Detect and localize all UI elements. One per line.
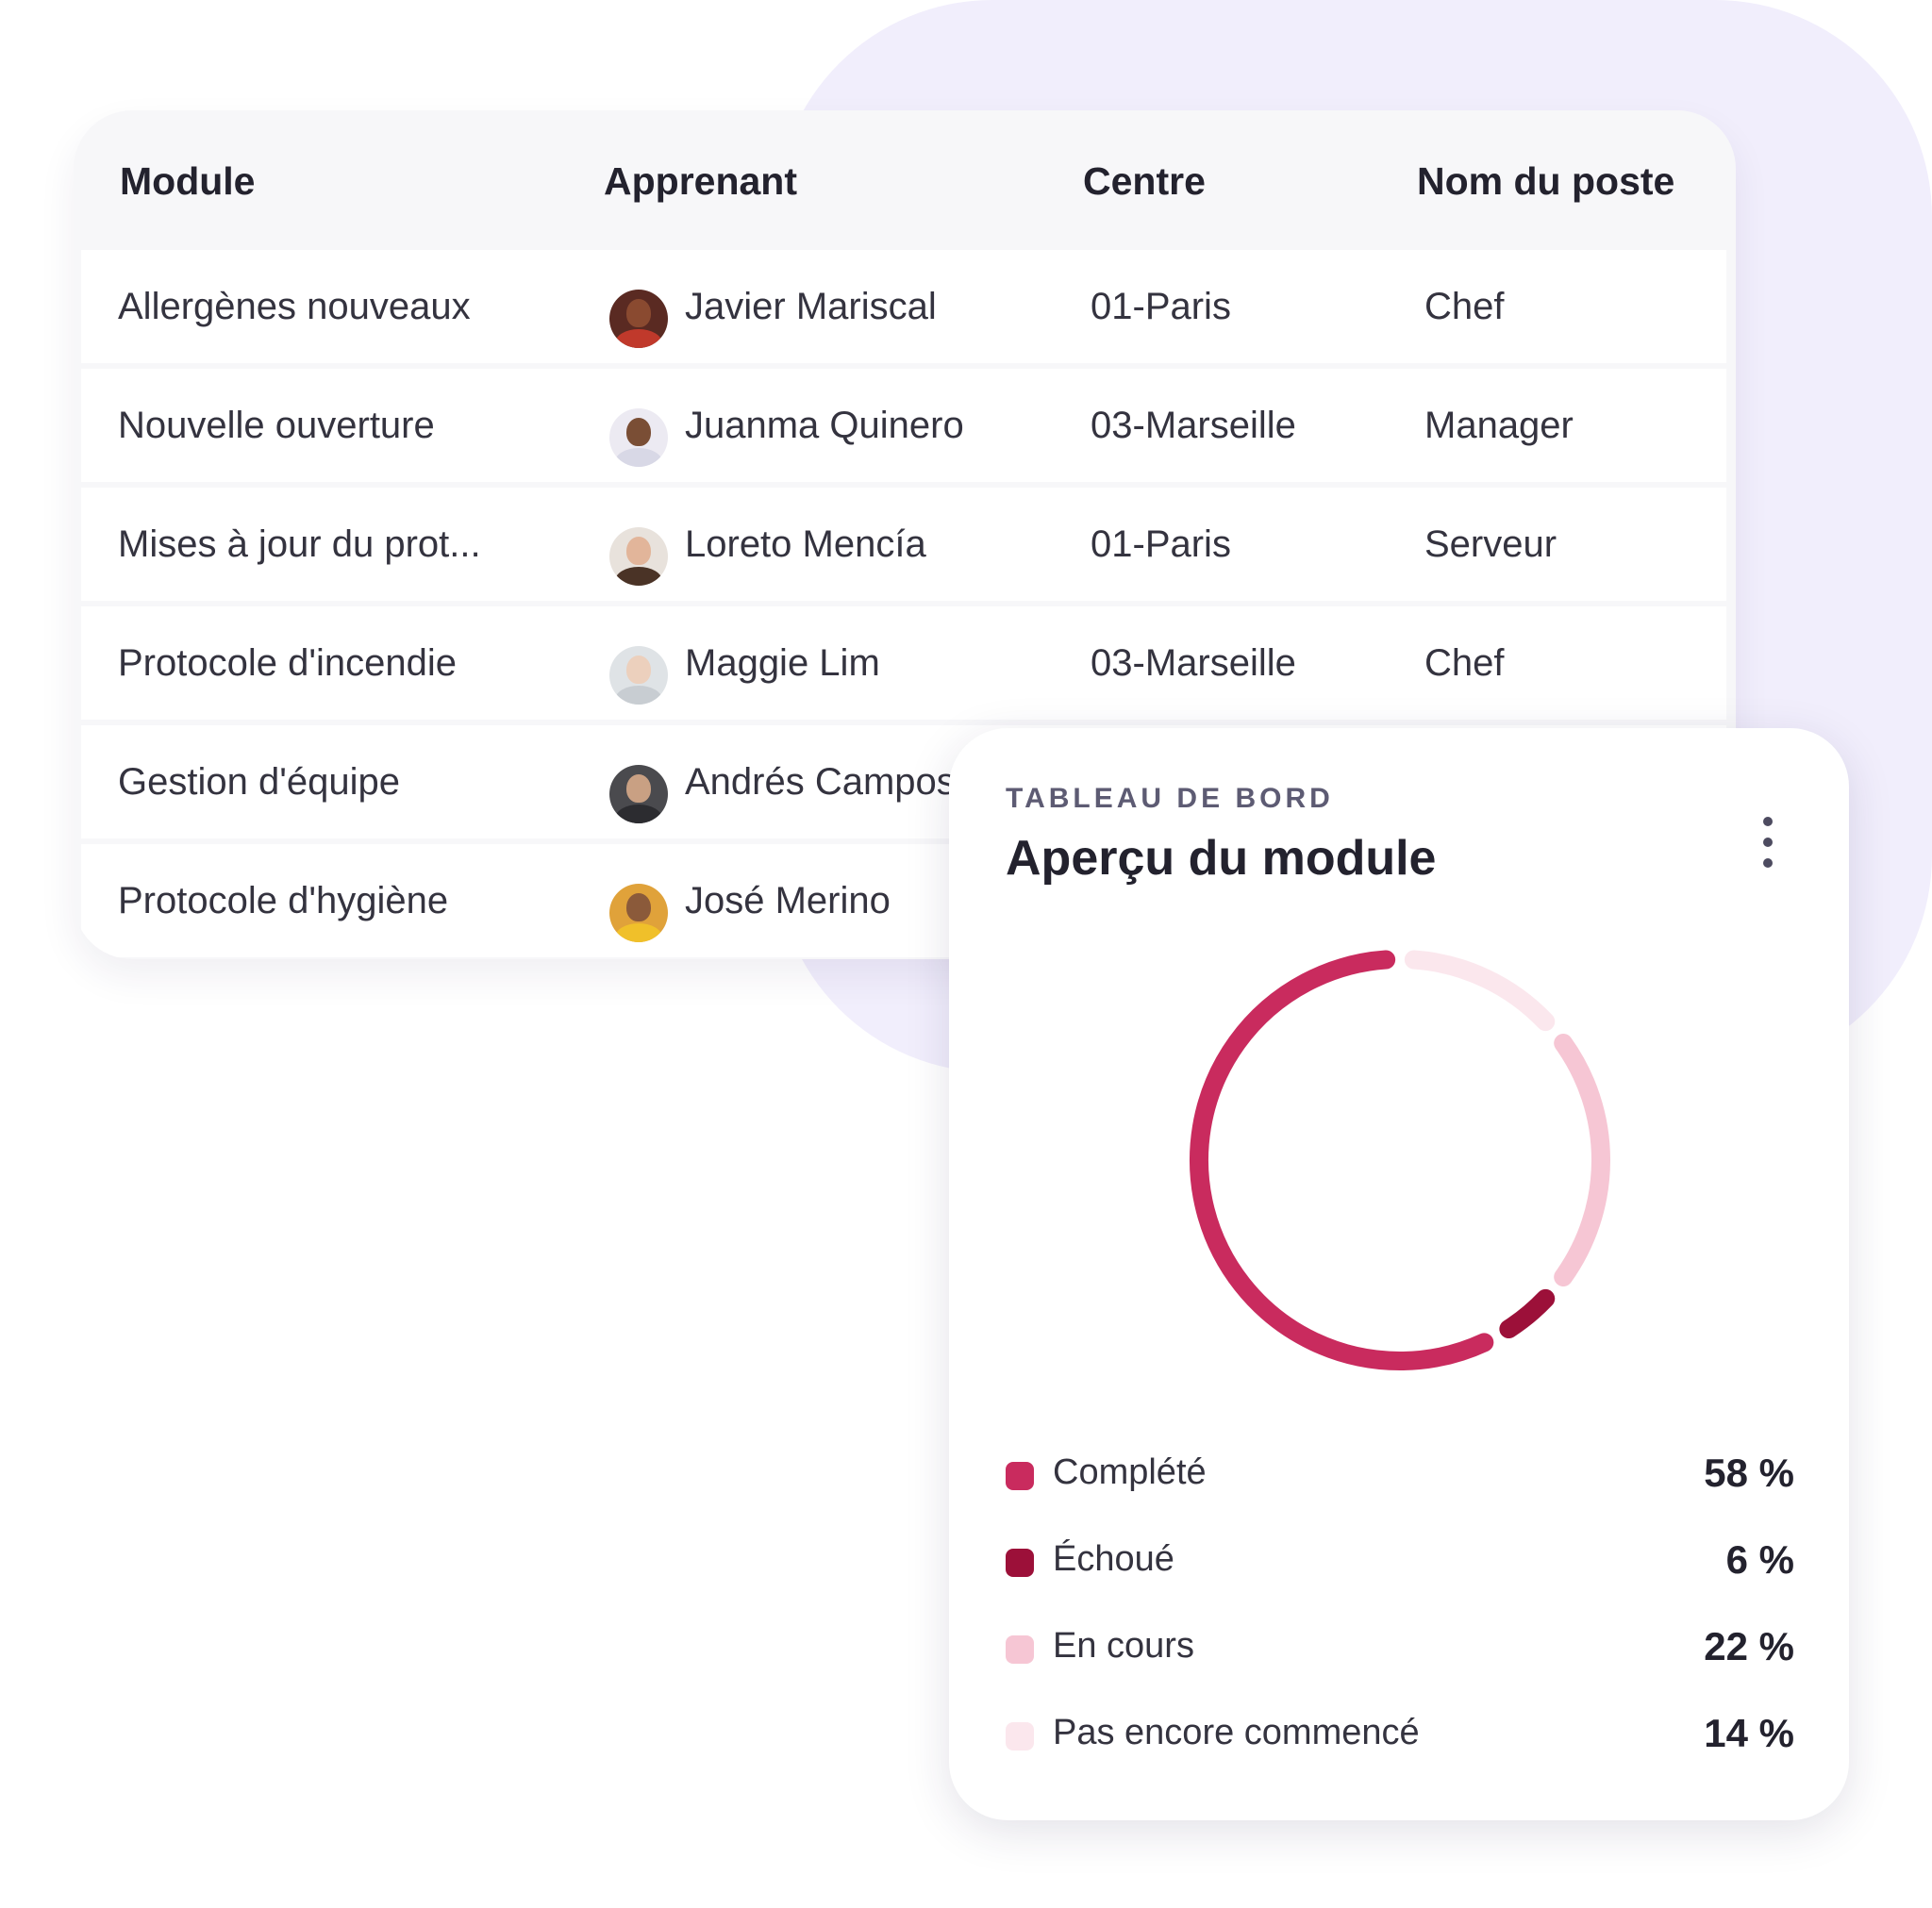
legend-swatch bbox=[1006, 1462, 1034, 1490]
legend-item: Échoué 6 % bbox=[1006, 1534, 1794, 1620]
legend-swatch bbox=[1006, 1549, 1034, 1577]
donut-chart bbox=[1190, 950, 1610, 1370]
kebab-menu-icon[interactable] bbox=[1751, 815, 1785, 871]
module-cell: Nouvelle ouverture bbox=[118, 405, 435, 446]
learner-name: Javier Mariscal bbox=[685, 286, 937, 327]
donut-segment-4[interactable] bbox=[1404, 950, 1556, 1032]
centre-cell: 01-Paris bbox=[1091, 523, 1231, 565]
module-cell: Protocole d'incendie bbox=[118, 642, 457, 684]
legend-label: Échoué bbox=[1053, 1539, 1174, 1579]
legend-label: En cours bbox=[1053, 1626, 1194, 1666]
legend-value: 14 % bbox=[1704, 1711, 1794, 1755]
avatar bbox=[609, 646, 668, 705]
job-title-cell: Chef bbox=[1424, 286, 1505, 327]
legend-value: 58 % bbox=[1704, 1451, 1794, 1495]
avatar bbox=[609, 884, 668, 942]
avatar bbox=[609, 765, 668, 823]
avatar bbox=[609, 290, 668, 348]
module-cell: Allergènes nouveaux bbox=[118, 286, 471, 327]
module-cell: Mises à jour du prot... bbox=[118, 523, 481, 565]
centre-cell: 03-Marseille bbox=[1091, 642, 1296, 684]
donut-segment-2[interactable] bbox=[1499, 1288, 1556, 1339]
learners-table: Module Apprenant Centre Nom du poste All… bbox=[74, 110, 1736, 959]
table-body: Allergènes nouveaux Javier Mariscal 01-Par… bbox=[81, 250, 1726, 959]
avatar bbox=[609, 527, 668, 586]
header-module[interactable]: Module bbox=[120, 159, 256, 203]
card-kicker: TABLEAU DE BORD bbox=[1006, 783, 1334, 814]
centre-cell: 03-Marseille bbox=[1091, 405, 1296, 446]
donut-segment-3[interactable] bbox=[1554, 1034, 1610, 1286]
table-row[interactable]: Allergènes nouveaux Javier Mariscal 01-Par… bbox=[81, 250, 1726, 363]
chart-legend: Complété 58 % Échoué 6 % En cours 22 % Pas enc… bbox=[1006, 1447, 1794, 1794]
legend-item: Complété 58 % bbox=[1006, 1447, 1794, 1534]
job-title-cell: Manager bbox=[1424, 405, 1574, 446]
header-learner[interactable]: Apprenant bbox=[604, 159, 797, 203]
legend-swatch bbox=[1006, 1722, 1034, 1750]
legend-swatch bbox=[1006, 1635, 1034, 1664]
learner-name: Maggie Lim bbox=[685, 642, 880, 684]
learner-name: Juanma Quinero bbox=[685, 405, 964, 446]
header-job-title[interactable]: Nom du poste bbox=[1417, 159, 1675, 203]
learner-name: José Merino bbox=[685, 880, 891, 921]
module-cell: Gestion d'équipe bbox=[118, 761, 400, 803]
learner-name: Loreto Mencía bbox=[685, 523, 926, 565]
module-overview-card: TABLEAU DE BORD Aperçu du module Complét… bbox=[949, 728, 1849, 1820]
centre-cell: 01-Paris bbox=[1091, 286, 1231, 327]
job-title-cell: Serveur bbox=[1424, 523, 1557, 565]
table-row[interactable]: Protocole d'incendie Maggie Lim 03-Marseil… bbox=[81, 606, 1726, 720]
legend-label: Pas encore commencé bbox=[1053, 1713, 1420, 1752]
avatar bbox=[609, 408, 668, 467]
table-row[interactable]: Nouvelle ouverture Juanma Quinero 03-Marse… bbox=[81, 369, 1726, 482]
card-title: Aperçu du module bbox=[1006, 831, 1437, 886]
learner-name: Andrés Campos bbox=[685, 761, 956, 803]
table-header: Module Apprenant Centre Nom du poste bbox=[74, 110, 1736, 250]
legend-value: 6 % bbox=[1725, 1537, 1794, 1582]
table-row[interactable]: Mises à jour du prot... Loreto Mencía 01-P… bbox=[81, 488, 1726, 601]
job-title-cell: Chef bbox=[1424, 642, 1505, 684]
legend-item: En cours 22 % bbox=[1006, 1620, 1794, 1707]
legend-label: Complété bbox=[1053, 1452, 1207, 1492]
header-centre[interactable]: Centre bbox=[1083, 159, 1206, 203]
donut-segment-1[interactable] bbox=[1190, 950, 1494, 1370]
module-cell: Protocole d'hygiène bbox=[118, 880, 449, 921]
legend-item: Pas encore commencé 14 % bbox=[1006, 1707, 1794, 1794]
legend-value: 22 % bbox=[1704, 1624, 1794, 1668]
